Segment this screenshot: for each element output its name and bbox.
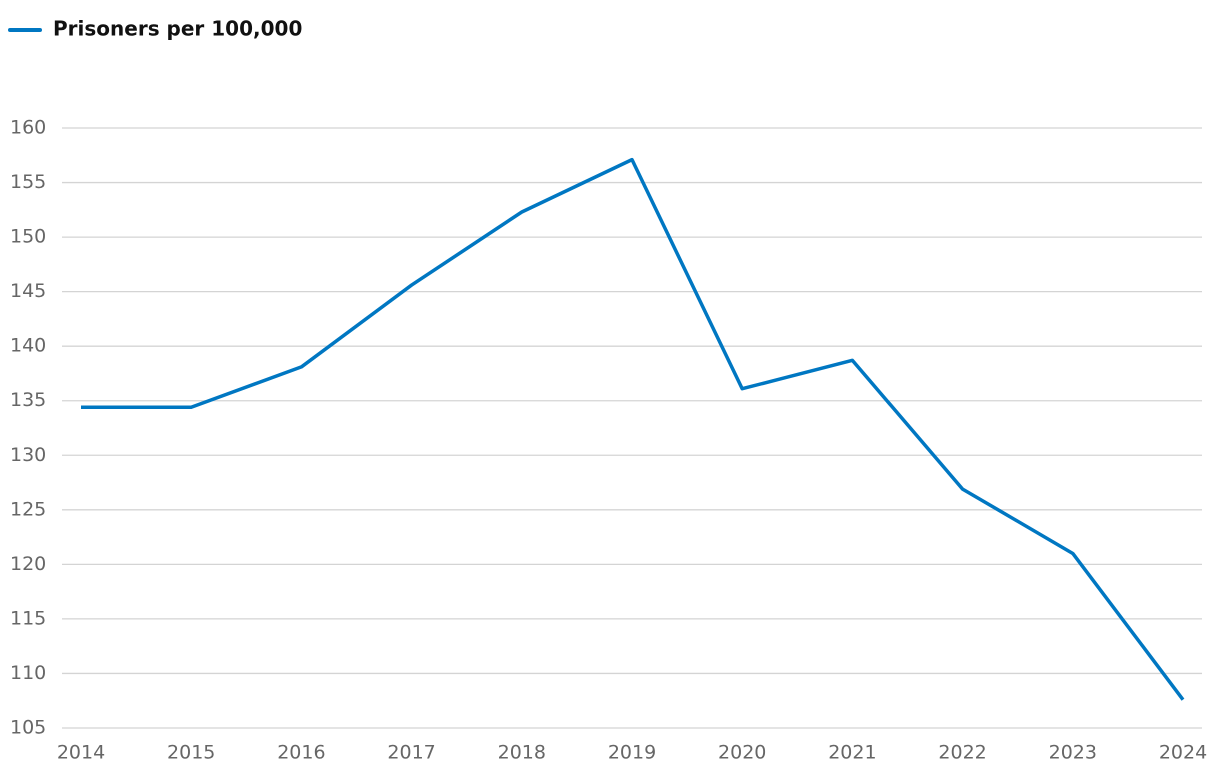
y-tick-label: 115	[10, 607, 46, 629]
y-tick-label: 110	[10, 662, 46, 684]
x-tick-label: 2014	[57, 742, 105, 764]
x-tick-label: 2022	[938, 742, 986, 764]
y-tick-label: 130	[10, 444, 46, 466]
y-tick-label: 155	[10, 171, 46, 193]
y-tick-label: 105	[10, 717, 46, 739]
x-tick-label: 2019	[608, 742, 656, 764]
x-tick-label: 2015	[167, 742, 215, 764]
y-tick-label: 145	[10, 280, 46, 302]
data-line	[81, 157, 1185, 701]
legend-label: Prisoners per 100,000	[53, 17, 302, 41]
x-tick-label: 2023	[1049, 742, 1097, 764]
x-tick-label: 2016	[277, 742, 325, 764]
y-tick-label: 135	[10, 389, 46, 411]
x-tick-label: 2018	[498, 742, 546, 764]
y-tick-label: 140	[10, 335, 46, 357]
x-tick-label: 2024	[1159, 742, 1207, 764]
y-tick-label: 125	[10, 498, 46, 520]
y-tick-label: 160	[10, 117, 46, 139]
y-tick-label: 150	[10, 226, 46, 248]
x-tick-label: 2020	[718, 742, 766, 764]
x-tick-label: 2021	[828, 742, 876, 764]
y-tick-label: 120	[10, 553, 46, 575]
x-tick-label: 2017	[387, 742, 435, 764]
